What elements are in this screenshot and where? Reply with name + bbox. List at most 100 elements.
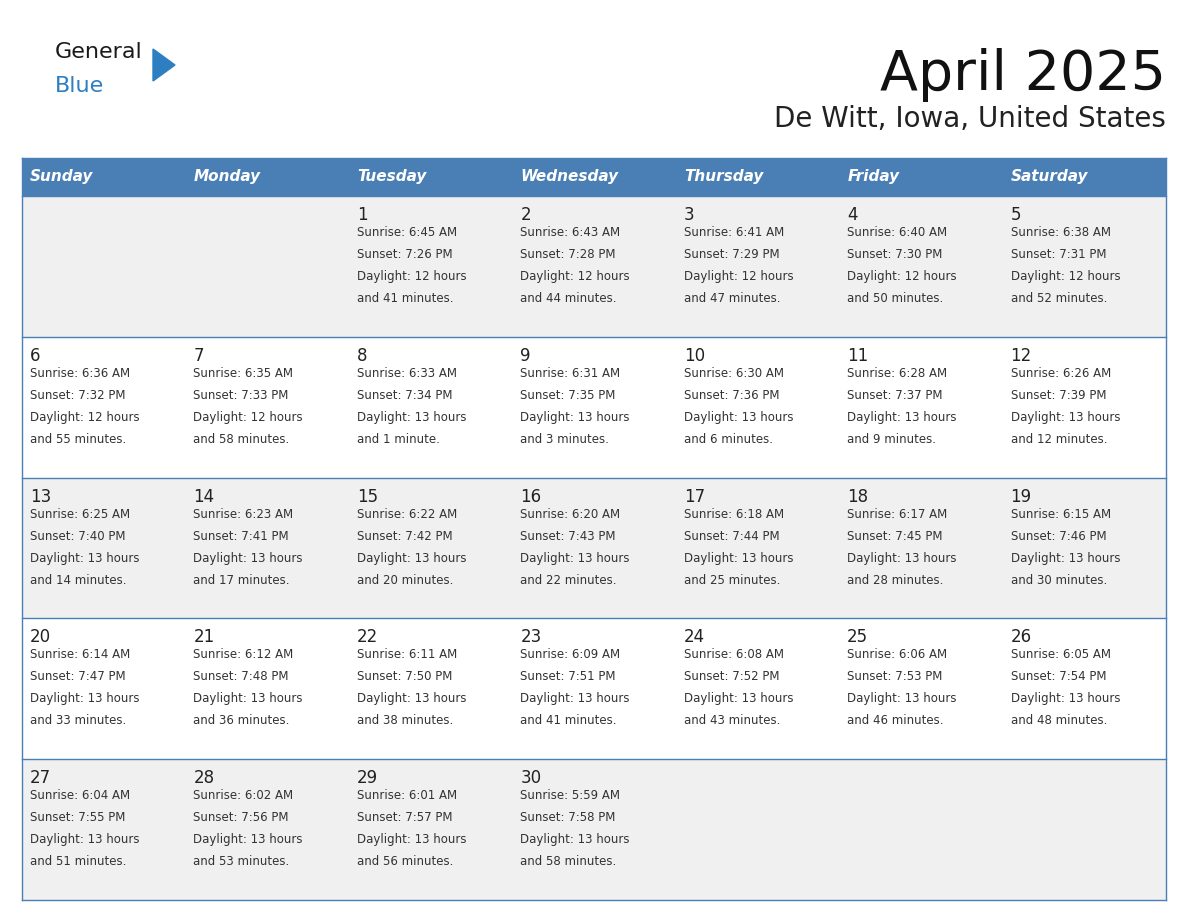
Text: Daylight: 13 hours: Daylight: 13 hours [684,410,794,424]
Text: Sunset: 7:29 PM: Sunset: 7:29 PM [684,248,779,261]
Text: and 22 minutes.: and 22 minutes. [520,574,617,587]
Text: Sunrise: 6:25 AM: Sunrise: 6:25 AM [30,508,131,521]
Text: and 47 minutes.: and 47 minutes. [684,292,781,305]
Text: 11: 11 [847,347,868,364]
Text: Daylight: 12 hours: Daylight: 12 hours [356,270,467,283]
Bar [23,196,1165,337]
Text: Daylight: 13 hours: Daylight: 13 hours [356,410,467,424]
Text: 10: 10 [684,347,704,364]
Text: Daylight: 12 hours: Daylight: 12 hours [1011,270,1120,283]
Text: Daylight: 13 hours: Daylight: 13 hours [356,692,467,705]
Text: Sunset: 7:39 PM: Sunset: 7:39 PM [1011,389,1106,402]
Text: 3: 3 [684,206,694,224]
Text: Daylight: 13 hours: Daylight: 13 hours [847,552,956,565]
Text: Wednesday: Wednesday [520,170,619,185]
Text: 22: 22 [356,629,378,646]
Text: Sunset: 7:51 PM: Sunset: 7:51 PM [520,670,615,683]
Text: Sunrise: 6:26 AM: Sunrise: 6:26 AM [1011,367,1111,380]
Text: Daylight: 13 hours: Daylight: 13 hours [194,834,303,846]
Text: and 58 minutes.: and 58 minutes. [194,432,290,446]
Text: 12: 12 [1011,347,1032,364]
Text: 16: 16 [520,487,542,506]
Text: Sunset: 7:53 PM: Sunset: 7:53 PM [847,670,942,683]
Text: and 9 minutes.: and 9 minutes. [847,432,936,446]
Text: 9: 9 [520,347,531,364]
Text: Sunset: 7:40 PM: Sunset: 7:40 PM [30,530,126,543]
Text: General: General [55,42,143,62]
Text: 14: 14 [194,487,215,506]
Text: Daylight: 13 hours: Daylight: 13 hours [1011,692,1120,705]
Text: and 36 minutes.: and 36 minutes. [194,714,290,727]
Text: 18: 18 [847,487,868,506]
Text: 20: 20 [30,629,51,646]
Text: Sunrise: 6:43 AM: Sunrise: 6:43 AM [520,226,620,239]
Text: Sunset: 7:41 PM: Sunset: 7:41 PM [194,530,289,543]
Text: 5: 5 [1011,206,1020,224]
Text: Sunrise: 6:31 AM: Sunrise: 6:31 AM [520,367,620,380]
Text: and 3 minutes.: and 3 minutes. [520,432,609,446]
Text: 29: 29 [356,769,378,788]
Text: Sunset: 7:45 PM: Sunset: 7:45 PM [847,530,942,543]
Text: and 25 minutes.: and 25 minutes. [684,574,781,587]
Text: and 17 minutes.: and 17 minutes. [194,574,290,587]
Text: Sunset: 7:47 PM: Sunset: 7:47 PM [30,670,126,683]
Text: Sunset: 7:54 PM: Sunset: 7:54 PM [1011,670,1106,683]
Text: Sunrise: 6:33 AM: Sunrise: 6:33 AM [356,367,457,380]
Text: and 6 minutes.: and 6 minutes. [684,432,772,446]
Text: Sunset: 7:55 PM: Sunset: 7:55 PM [30,812,126,824]
Text: 23: 23 [520,629,542,646]
Text: Sunset: 7:32 PM: Sunset: 7:32 PM [30,389,126,402]
Text: Daylight: 13 hours: Daylight: 13 hours [520,552,630,565]
Text: and 30 minutes.: and 30 minutes. [1011,574,1107,587]
Text: Daylight: 13 hours: Daylight: 13 hours [847,410,956,424]
Text: 19: 19 [1011,487,1031,506]
Text: Daylight: 13 hours: Daylight: 13 hours [847,692,956,705]
Text: Sunrise: 6:38 AM: Sunrise: 6:38 AM [1011,226,1111,239]
Text: and 41 minutes.: and 41 minutes. [356,292,454,305]
Text: 6: 6 [30,347,40,364]
Bar [23,477,1165,619]
Text: and 14 minutes.: and 14 minutes. [30,574,126,587]
Bar [23,158,1165,196]
Text: 13: 13 [30,487,51,506]
Text: Sunset: 7:50 PM: Sunset: 7:50 PM [356,670,453,683]
Text: and 48 minutes.: and 48 minutes. [1011,714,1107,727]
Text: and 12 minutes.: and 12 minutes. [1011,432,1107,446]
Text: Sunrise: 6:23 AM: Sunrise: 6:23 AM [194,508,293,521]
Text: Sunrise: 6:17 AM: Sunrise: 6:17 AM [847,508,947,521]
Text: Sunrise: 6:12 AM: Sunrise: 6:12 AM [194,648,293,661]
Text: Daylight: 12 hours: Daylight: 12 hours [30,410,140,424]
Text: Sunset: 7:36 PM: Sunset: 7:36 PM [684,389,779,402]
Text: Daylight: 13 hours: Daylight: 13 hours [30,692,139,705]
Text: Sunset: 7:30 PM: Sunset: 7:30 PM [847,248,942,261]
Text: and 58 minutes.: and 58 minutes. [520,856,617,868]
Text: 30: 30 [520,769,542,788]
Text: Daylight: 13 hours: Daylight: 13 hours [520,692,630,705]
Bar [23,337,1165,477]
Text: Sunset: 7:46 PM: Sunset: 7:46 PM [1011,530,1106,543]
Text: Sunset: 7:34 PM: Sunset: 7:34 PM [356,389,453,402]
Text: Sunset: 7:28 PM: Sunset: 7:28 PM [520,248,615,261]
Text: Sunrise: 5:59 AM: Sunrise: 5:59 AM [520,789,620,802]
Text: Sunrise: 6:45 AM: Sunrise: 6:45 AM [356,226,457,239]
Text: Sunrise: 6:30 AM: Sunrise: 6:30 AM [684,367,784,380]
Text: Daylight: 13 hours: Daylight: 13 hours [356,552,467,565]
Text: Monday: Monday [194,170,260,185]
Text: 4: 4 [847,206,858,224]
Text: Daylight: 13 hours: Daylight: 13 hours [684,692,794,705]
Text: April 2025: April 2025 [880,48,1165,102]
Text: Daylight: 13 hours: Daylight: 13 hours [1011,410,1120,424]
Text: and 38 minutes.: and 38 minutes. [356,714,453,727]
Text: and 53 minutes.: and 53 minutes. [194,856,290,868]
Text: 25: 25 [847,629,868,646]
Text: and 1 minute.: and 1 minute. [356,432,440,446]
Text: Daylight: 13 hours: Daylight: 13 hours [194,692,303,705]
Text: 27: 27 [30,769,51,788]
Polygon shape [153,49,175,81]
Text: Sunset: 7:35 PM: Sunset: 7:35 PM [520,389,615,402]
Text: Daylight: 13 hours: Daylight: 13 hours [1011,552,1120,565]
Text: and 41 minutes.: and 41 minutes. [520,714,617,727]
Text: Sunrise: 6:41 AM: Sunrise: 6:41 AM [684,226,784,239]
Text: Sunset: 7:57 PM: Sunset: 7:57 PM [356,812,453,824]
Text: De Witt, Iowa, United States: De Witt, Iowa, United States [775,105,1165,133]
